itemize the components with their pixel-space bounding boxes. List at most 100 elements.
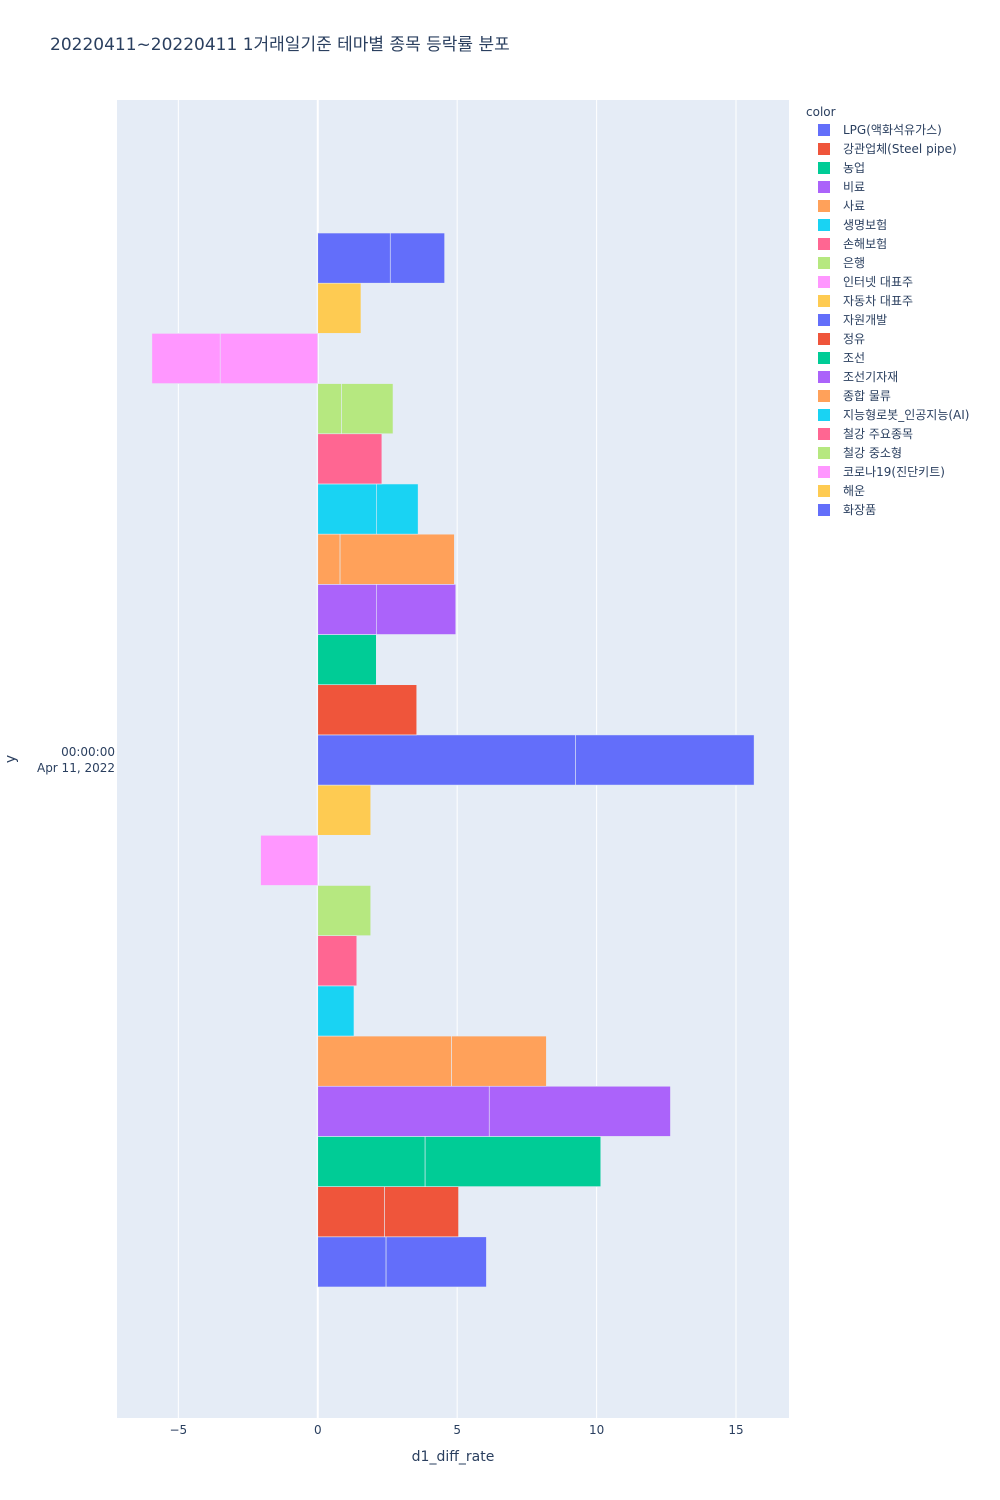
bar-segment[interactable]: [451, 1035, 547, 1087]
bar-segment[interactable]: [317, 483, 377, 535]
legend-swatch: [818, 276, 830, 288]
legend-item[interactable]: 손해보험: [818, 237, 887, 251]
bar-segment[interactable]: [317, 433, 383, 485]
legend-label: 해운: [843, 484, 865, 498]
legend-item[interactable]: 농업: [818, 161, 865, 175]
y-tick-time: 00:00:00: [61, 745, 115, 759]
bar-segment[interactable]: [317, 533, 341, 585]
bar-segment[interactable]: [219, 333, 319, 384]
legend-label: 종합 물류: [843, 389, 891, 403]
bar-segment[interactable]: [376, 483, 419, 535]
legend-item[interactable]: 종합 물류: [818, 389, 891, 403]
legend-item[interactable]: 강관업체(Steel pipe): [818, 142, 957, 156]
x-tick-label: 10: [589, 1423, 604, 1437]
legend-swatch: [818, 504, 830, 516]
legend-label: 철강 주요종목: [843, 427, 913, 441]
legend-label: 은행: [843, 255, 865, 270]
bar-segment[interactable]: [385, 1236, 487, 1288]
bar-segment[interactable]: [260, 834, 319, 886]
legend-swatch: [818, 219, 830, 231]
legend-item[interactable]: 조선: [818, 351, 865, 365]
legend-item[interactable]: LPG(액화석유가스): [818, 123, 942, 137]
legend-item[interactable]: 화장품: [818, 503, 876, 517]
legend-label: 정유: [843, 332, 865, 346]
legend-item[interactable]: 조선기자재: [818, 370, 898, 384]
legend-label: 손해보험: [843, 237, 887, 251]
legend-item[interactable]: 자동차 대표주: [818, 294, 913, 308]
legend-swatch: [818, 466, 830, 478]
bar-segment[interactable]: [317, 282, 362, 334]
bar-segment[interactable]: [317, 1035, 452, 1087]
legend-item[interactable]: 철강 주요종목: [818, 427, 913, 441]
legend-swatch: [818, 390, 830, 402]
legend-item[interactable]: 정유: [818, 332, 865, 346]
bar-layer: [151, 232, 755, 1288]
bar-segment[interactable]: [317, 634, 377, 686]
chart-title: 20220411~20220411 1거래일기준 테마별 종목 등락률 분포: [50, 35, 510, 55]
bar-segment[interactable]: [317, 1136, 426, 1187]
x-tick-label: 0: [314, 1423, 322, 1437]
bar-segment[interactable]: [339, 533, 455, 585]
legend-swatch: [818, 409, 830, 421]
legend-swatch: [818, 333, 830, 345]
legend-label: 화장품: [843, 503, 876, 517]
bar-segment[interactable]: [317, 232, 391, 284]
legend-item[interactable]: 비료: [818, 180, 865, 194]
x-axis-title: d1_diff_rate: [412, 1449, 495, 1465]
legend-swatch: [818, 371, 830, 383]
legend-item[interactable]: 자원개발: [818, 313, 887, 327]
legend-swatch: [818, 200, 830, 212]
bar-segment[interactable]: [317, 383, 342, 435]
legend-item[interactable]: 은행: [818, 255, 865, 270]
bar-segment[interactable]: [575, 734, 755, 786]
x-tick-label: −5: [169, 1423, 187, 1437]
legend-label: 생명보험: [843, 218, 887, 232]
legend: color LPG(액화석유가스) 강관업체(Steel pipe) 농업비료사료생…: [806, 105, 969, 517]
bar-segment[interactable]: [389, 232, 445, 284]
bar-segment[interactable]: [424, 1136, 602, 1187]
bar-segment[interactable]: [151, 333, 221, 384]
bar-segment[interactable]: [317, 985, 355, 1037]
bar-segment[interactable]: [384, 1186, 459, 1238]
legend-item[interactable]: 인터넷 대표주: [818, 275, 913, 289]
bar-segment[interactable]: [317, 935, 358, 987]
y-tick-label: 00:00:00 Apr 11, 2022: [37, 745, 115, 775]
legend-swatch: [818, 485, 830, 497]
bar-segment[interactable]: [341, 383, 394, 435]
legend-item[interactable]: 사료: [818, 199, 865, 213]
bar-segment[interactable]: [317, 734, 576, 786]
y-tick-date: Apr 11, 2022: [37, 761, 115, 775]
legend-item[interactable]: 생명보험: [818, 218, 887, 232]
bar-segment[interactable]: [317, 1085, 490, 1137]
legend-swatch: [818, 124, 830, 136]
y-axis-title: y: [3, 755, 19, 763]
bar-segment[interactable]: [317, 885, 372, 936]
legend-label: LPG(액화석유가스): [843, 123, 942, 137]
legend-label: 자동차 대표주: [843, 294, 913, 308]
legend-label: 농업: [843, 161, 865, 175]
legend-swatch: [818, 238, 830, 250]
legend-swatch: [818, 257, 830, 269]
bar-segment[interactable]: [488, 1085, 671, 1137]
legend-label: 사료: [843, 199, 865, 213]
legend-title: color: [806, 105, 836, 119]
legend-label: 조선: [843, 351, 865, 365]
legend-label: 지능형로봇_인공지능(AI): [843, 408, 969, 422]
bar-segment[interactable]: [317, 584, 377, 635]
bar-segment[interactable]: [317, 684, 418, 736]
legend-label: 조선기자재: [843, 370, 898, 384]
legend-item[interactable]: 지능형로봇_인공지능(AI): [818, 408, 969, 422]
x-tick-label: 5: [453, 1423, 461, 1437]
legend-item[interactable]: 해운: [818, 484, 865, 498]
bar-segment[interactable]: [317, 784, 372, 836]
legend-label: 철강 중소형: [843, 446, 902, 460]
bar-segment[interactable]: [376, 584, 457, 635]
bar-segment[interactable]: [317, 1236, 387, 1288]
legend-item[interactable]: 철강 중소형: [818, 446, 902, 460]
bar-segment[interactable]: [317, 1186, 385, 1238]
legend-label: 코로나19(진단키트): [843, 465, 945, 479]
x-tick-labels: −5 0 5 10 15: [169, 1423, 743, 1437]
legend-swatch: [818, 447, 830, 459]
legend-item[interactable]: 코로나19(진단키트): [818, 465, 945, 479]
